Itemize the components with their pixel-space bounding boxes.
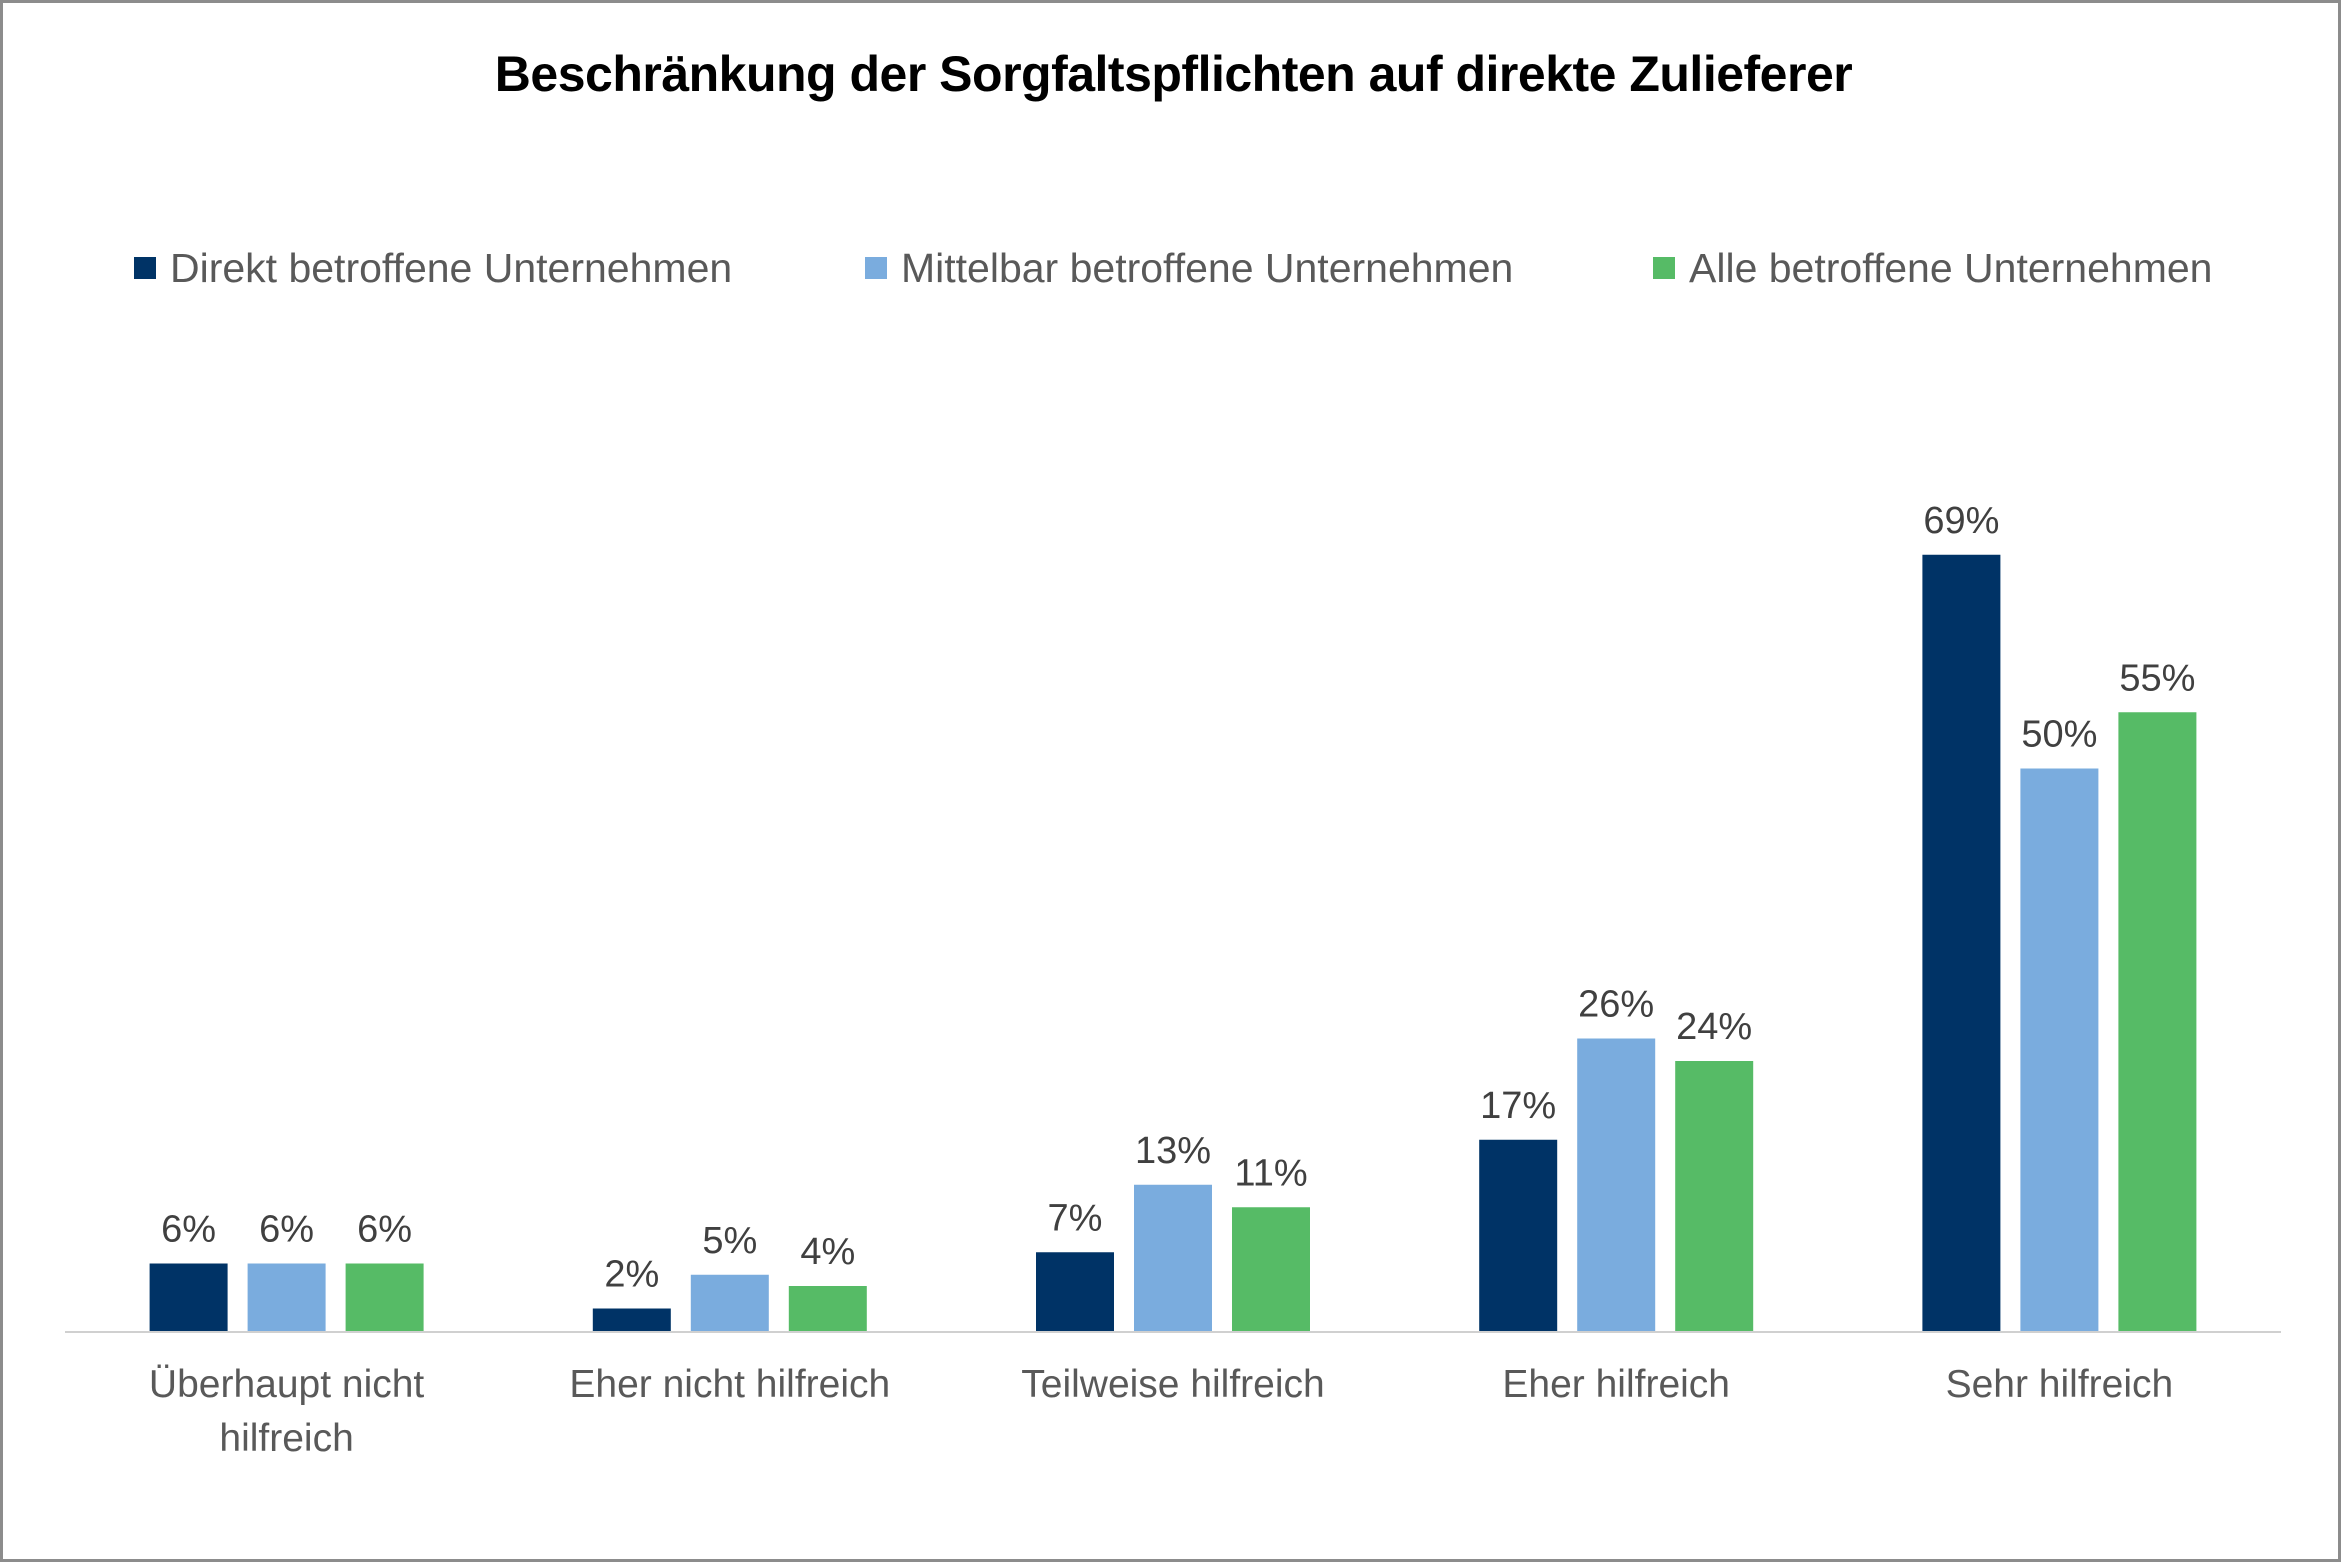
legend-label-direkt: Direkt betroffene Unternehmen (170, 244, 733, 291)
legend-label-mittelbar: Mittelbar betroffene Unternehmen (901, 244, 1514, 291)
legend-swatch-alle (1653, 257, 1675, 279)
category-label-3: Eher hilfreich (1502, 1363, 1730, 1406)
legend-item-mittelbar: Mittelbar betroffene Unternehmen (865, 243, 1513, 293)
bar-mittelbar-2 (1134, 1184, 1212, 1331)
value-label-alle-4: 55% (2119, 657, 2195, 699)
bar-alle-0 (345, 1263, 424, 1331)
value-label-alle-2: 11% (1234, 1152, 1307, 1194)
bar-alle-4 (2118, 712, 2197, 1331)
value-label-alle-1: 4% (800, 1231, 855, 1273)
category-label-0: Überhaupt nicht (149, 1363, 425, 1406)
bar-plot: 6% 6% 6% Überhaupt nicht hilfreich 2% 5% 4% Eher… (65, 500, 2281, 1460)
value-label-direkt-3: 17% (1480, 1085, 1556, 1127)
value-label-mittelbar-2: 13% (1135, 1130, 1211, 1172)
bar-mittelbar-4 (2020, 768, 2099, 1331)
legend-swatch-direkt (134, 257, 156, 279)
value-label-mittelbar-0: 6% (259, 1209, 314, 1251)
bar-alle-1 (788, 1286, 867, 1331)
legend-label-alle: Alle betroffene Unternehmen (1689, 244, 2213, 291)
bar-mittelbar-1 (690, 1274, 769, 1331)
category-label-2: Teilweise hilfreich (1021, 1363, 1324, 1406)
legend-item-alle: Alle betroffene Unternehmen (1653, 243, 2212, 293)
legend-item-direkt: Direkt betroffene Unternehmen (134, 243, 732, 293)
value-label-mittelbar-4: 50% (2021, 714, 2097, 756)
value-label-direkt-4: 69% (1923, 500, 1999, 542)
category-label-0-line1: hilfreich (219, 1417, 353, 1460)
legend-swatch-mittelbar (865, 257, 887, 279)
bar-mittelbar-0 (247, 1263, 326, 1331)
value-label-direkt-1: 2% (604, 1254, 659, 1296)
value-label-mittelbar-1: 5% (702, 1220, 757, 1262)
chart-title: Beschränkung der Sorgfaltspflichten auf … (494, 46, 1853, 102)
bar-direkt-0 (149, 1263, 228, 1331)
legend: Direkt betroffene Unternehmen Mittelbar … (3, 243, 2341, 293)
bar-alle-2 (1232, 1207, 1310, 1331)
category-label-4: Sehr hilfreich (1946, 1363, 2174, 1406)
bar-mittelbar-3 (1577, 1038, 1656, 1331)
value-label-direkt-2: 7% (1048, 1197, 1103, 1239)
bar-direkt-3 (1479, 1139, 1558, 1331)
value-label-alle-0: 6% (357, 1209, 412, 1251)
category-label-1: Eher nicht hilfreich (569, 1363, 890, 1406)
value-label-mittelbar-3: 26% (1578, 984, 1654, 1026)
bar-direkt-4 (1922, 554, 2001, 1331)
bar-alle-3 (1675, 1061, 1754, 1331)
bar-direkt-1 (592, 1308, 671, 1331)
bar-direkt-2 (1036, 1252, 1114, 1331)
value-label-direkt-0: 6% (161, 1209, 216, 1251)
value-label-alle-3: 24% (1676, 1006, 1752, 1048)
